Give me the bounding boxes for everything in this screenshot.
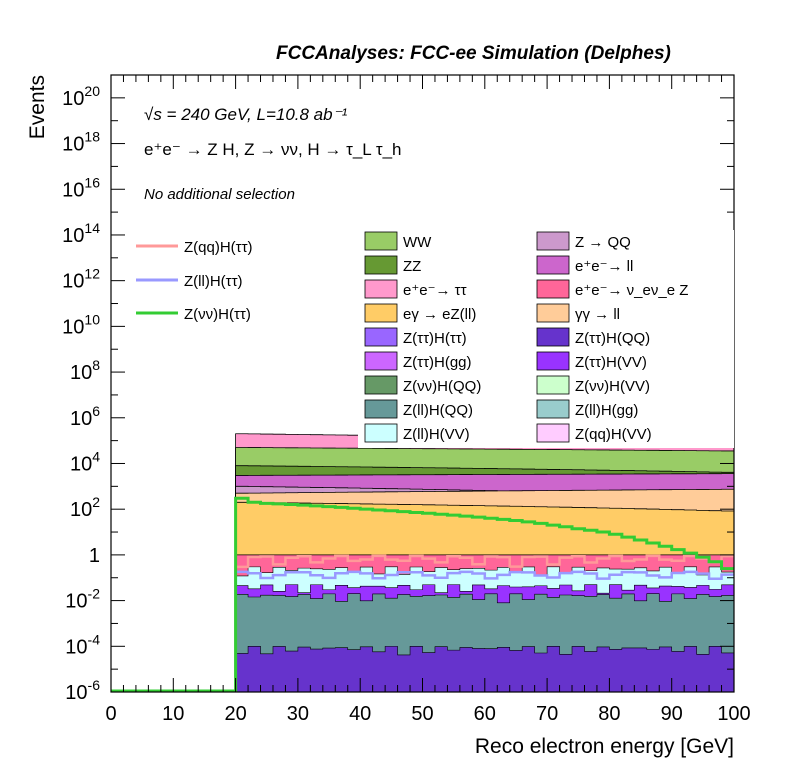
legend-swatch <box>364 399 398 419</box>
legend-swatch <box>536 423 570 443</box>
legend-swatch <box>364 255 398 275</box>
x-tick-label: 40 <box>349 703 371 725</box>
y-tick-label: 106 <box>70 403 100 430</box>
legend-label: Z(qq)H(VV) <box>575 426 652 443</box>
legend-swatch <box>536 399 570 419</box>
x-tick-label: 80 <box>598 703 620 725</box>
y-tick-label: 108 <box>70 357 100 384</box>
y-tick-label: 1018 <box>62 129 100 156</box>
signal-line-zll <box>234 570 734 692</box>
legend-line-label: Z(qq)H(ττ) <box>184 239 253 256</box>
x-tick-label: 30 <box>287 703 309 725</box>
legend-label: Z(ττ)H(gg) <box>403 354 472 371</box>
legend-swatch <box>536 255 570 275</box>
plot-area <box>111 433 735 693</box>
legend-label: γγ → ll <box>575 306 620 323</box>
legend-label: eγ → eZ(ll) <box>403 306 476 323</box>
legend-swatch <box>536 351 570 371</box>
legend-label: Z(ll)H(VV) <box>403 426 470 443</box>
legend-label: e⁺e⁻→ ττ <box>403 282 467 299</box>
legend-swatch <box>364 351 398 371</box>
annotation-energy: √s = 240 GeV, L=10.8 ab⁻¹ <box>144 105 348 124</box>
y-tick-label: 10-4 <box>65 631 100 658</box>
y-tick-label: 1 <box>89 545 100 567</box>
y-tick-label: 1012 <box>62 266 100 293</box>
legend-label: e⁺e⁻→ ν_eν_e Z <box>575 282 688 299</box>
y-tick-label: 10-2 <box>65 586 100 613</box>
y-tick-label: 1010 <box>62 311 100 338</box>
x-tick-label: 60 <box>474 703 496 725</box>
y-tick-label: 1014 <box>62 220 100 247</box>
legend-swatch <box>536 327 570 347</box>
y-axis-label: Events <box>26 75 49 139</box>
legend-swatch <box>364 279 398 299</box>
x-tick-label: 100 <box>717 703 750 725</box>
x-tick-label: 0 <box>105 703 116 725</box>
legend-label: Z(ll)H(gg) <box>575 402 638 419</box>
signal-line-znunu <box>111 496 734 693</box>
y-tick-label: 1020 <box>62 83 100 110</box>
legend-swatch <box>364 231 398 251</box>
legend-label: Z(ττ)H(QQ) <box>575 330 650 347</box>
legend-label: Z(ττ)H(ττ) <box>403 330 467 347</box>
signal-line-zqq <box>234 554 734 692</box>
legend-label: Z(ll)H(QQ) <box>403 402 473 419</box>
x-tick-label: 70 <box>536 703 558 725</box>
y-tick-label: 104 <box>70 448 100 475</box>
y-tick-label: 1016 <box>62 174 100 201</box>
legend-label: Z(νν)H(QQ) <box>403 378 481 395</box>
legend-swatch <box>536 303 570 323</box>
legend-swatch <box>364 303 398 323</box>
legend-label: Z(νν)H(VV) <box>575 378 650 395</box>
legend-swatch <box>364 327 398 347</box>
annotation-selection: No additional selection <box>144 186 295 203</box>
legend-swatch <box>536 375 570 395</box>
legend-swatch <box>364 423 398 443</box>
legend-label: ZZ <box>403 258 421 275</box>
x-tick-label: 20 <box>224 703 246 725</box>
annotation-process: e⁺e⁻ → Z H, Z → νν, H → τ_L τ_h <box>144 140 401 159</box>
x-tick-label: 10 <box>162 703 184 725</box>
page-title: FCCAnalyses: FCC-ee Simulation (Delphes) <box>276 43 671 64</box>
x-tick-label: 50 <box>411 703 433 725</box>
y-tick-label: 102 <box>70 494 100 521</box>
x-axis-label: Reco electron energy [GeV] <box>475 735 734 758</box>
legend-label: WW <box>403 234 432 251</box>
legend-swatch <box>364 375 398 395</box>
legend-swatch <box>536 231 570 251</box>
y-tick-label: 10-6 <box>65 677 100 704</box>
x-tick-label: 90 <box>661 703 683 725</box>
legend-label: Z → QQ <box>575 234 631 251</box>
legend-line-label: Z(ll)H(ττ) <box>184 273 243 290</box>
legend-label: e⁺e⁻→ ll <box>575 258 633 275</box>
legend-label: Z(ττ)H(VV) <box>575 354 647 371</box>
legend-swatch <box>536 279 570 299</box>
legend-line-label: Z(νν)H(ττ) <box>184 306 251 323</box>
